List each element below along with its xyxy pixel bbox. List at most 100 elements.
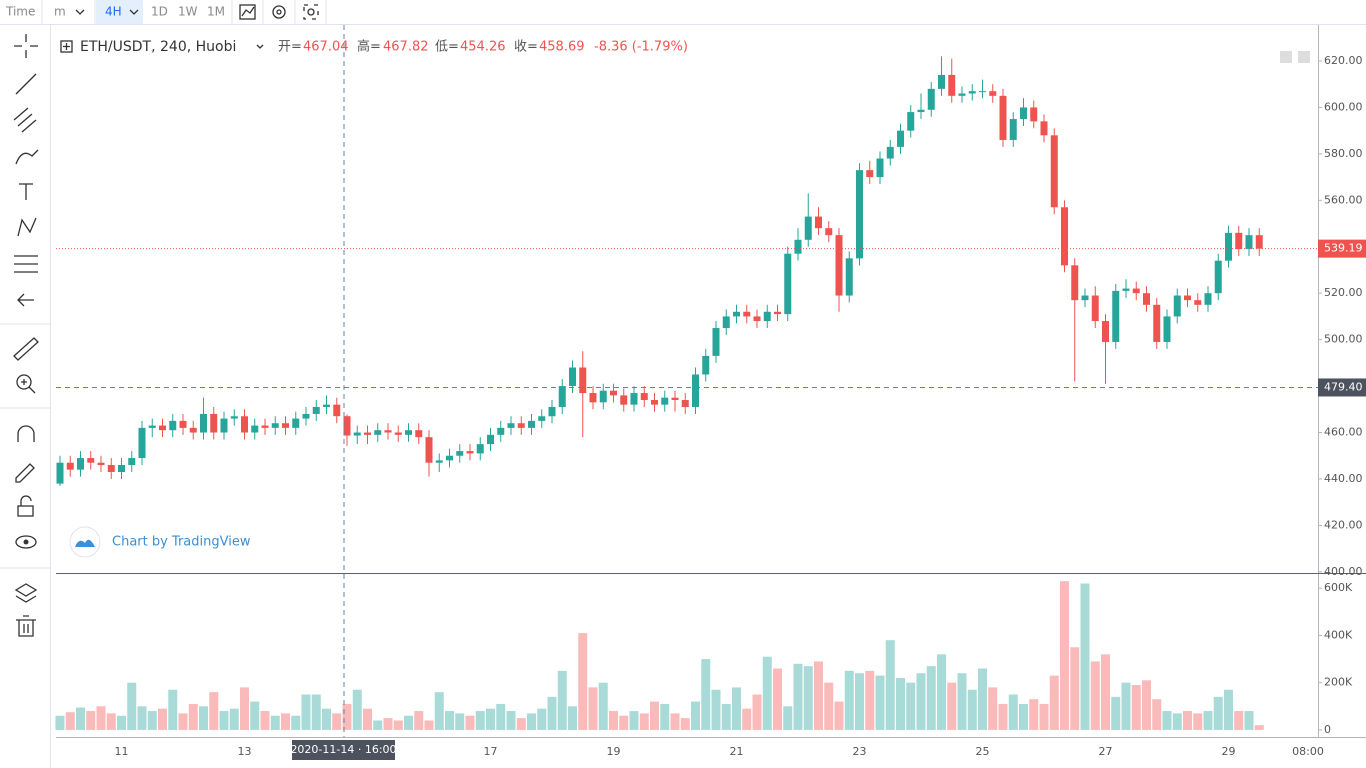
candle-body [999,95,1007,140]
dropdown-arrow[interactable] [129,9,139,15]
candle-body [97,462,105,466]
volume-bar [988,687,998,730]
candle-body [384,430,392,433]
left-toolbar [0,25,51,768]
volume-bar [301,694,311,730]
volume-bar [967,689,977,730]
candle-body [466,451,474,454]
dropdown-arrow[interactable] [75,9,85,15]
symbol-dropdown[interactable] [256,44,264,49]
prediction-tool[interactable] [14,255,38,273]
volume-bar [660,703,670,730]
layers-tool[interactable] [14,583,38,603]
volume-bar [1172,713,1182,730]
volume-bar [86,711,96,730]
ohlc-label: 低= [435,40,459,55]
volume-bar [65,712,75,730]
zoom-tool[interactable] [16,374,32,390]
x-tick-label: 29 [1222,745,1236,758]
last-price-label: 539.19 [1324,242,1363,255]
candle-body [630,393,638,405]
ruler-tool[interactable] [13,337,39,361]
candle-body [620,395,628,405]
volume-bar [824,682,834,730]
candle-body [56,462,64,484]
candle-body [763,311,771,322]
crosshair-tool[interactable] [14,34,38,58]
pattern-tool[interactable] [17,217,37,237]
candle-body [1020,107,1027,120]
range-button[interactable]: 1M [207,5,225,19]
x-tick-label: 08:00 [1292,745,1324,758]
crosshair-time-box [292,740,395,760]
interval-unit[interactable]: m [54,5,66,19]
candle-body [845,258,853,296]
y-tick-label: 580.00 [1324,147,1363,160]
candle-body [353,432,361,436]
volume-bar [434,692,444,730]
volume-bar [199,706,208,730]
volume-bar [1142,680,1151,730]
y-tick-label: 400.00 [1324,565,1363,578]
candle-body [1255,235,1263,249]
candle-body [179,420,187,428]
unlock-tool[interactable] [17,505,34,517]
ohlc-label: 开= [278,40,302,55]
fib-tool[interactable] [13,107,37,133]
visibility-tool[interactable] [15,535,37,549]
candle-body [558,386,566,407]
candle-body [917,109,925,113]
range-button[interactable]: 1D [151,5,168,19]
time-button[interactable]: Time [5,5,35,19]
volume-bar [55,715,65,730]
volume-bar [291,715,301,730]
pane-button[interactable] [1280,51,1292,63]
candle-body [1112,290,1120,342]
volume-bar [322,708,331,730]
candle-body [282,423,289,428]
volume-bar [1254,725,1264,730]
candle-body [517,423,525,428]
volume-bar [209,692,219,730]
candle-body [230,416,238,419]
settings-button[interactable] [272,5,286,19]
interval-button[interactable]: 4H [105,5,122,19]
y-tick-label: 500.00 [1324,333,1363,346]
volume-bar [270,715,280,730]
ohlc-value: 454.26 [460,40,506,55]
y-tick-label: 600.00 [1324,100,1363,113]
volume-bar [711,689,721,730]
volume-bar [311,694,321,730]
y-tick-label: 620.00 [1324,54,1363,67]
magnet-tool[interactable] [17,425,35,442]
candle-body [681,400,689,407]
x-tick-label: 13 [238,745,252,758]
brush-tool[interactable] [15,149,39,165]
candle-body [876,158,884,178]
range-button[interactable]: 1W [178,5,198,19]
candle-body [312,406,320,414]
volume-bar [455,713,465,730]
candle-body [159,425,166,431]
candle-body [1122,288,1130,291]
volume-tick-label: 0 [1324,723,1331,736]
delete-tool[interactable] [16,615,36,637]
legend-toggle[interactable] [60,40,73,53]
volume-bar [527,713,536,730]
volume-bar [516,718,526,730]
volume-bar [445,711,454,730]
volume-bar [865,670,875,730]
volume-bar [383,718,393,730]
candle-body [302,413,310,419]
pane-button[interactable] [1298,51,1310,63]
lock-drawings-tool[interactable] [15,463,35,483]
trendline-tool[interactable] [15,73,37,95]
watermark-icon [75,539,95,547]
candle-body [743,311,751,317]
back-button[interactable] [17,293,34,307]
y-tick-label: 460.00 [1324,426,1363,439]
text-tool[interactable] [19,183,33,200]
snapshot-button[interactable] [303,4,319,20]
candle-body [1163,316,1171,342]
chart-type-button[interactable] [239,4,256,20]
